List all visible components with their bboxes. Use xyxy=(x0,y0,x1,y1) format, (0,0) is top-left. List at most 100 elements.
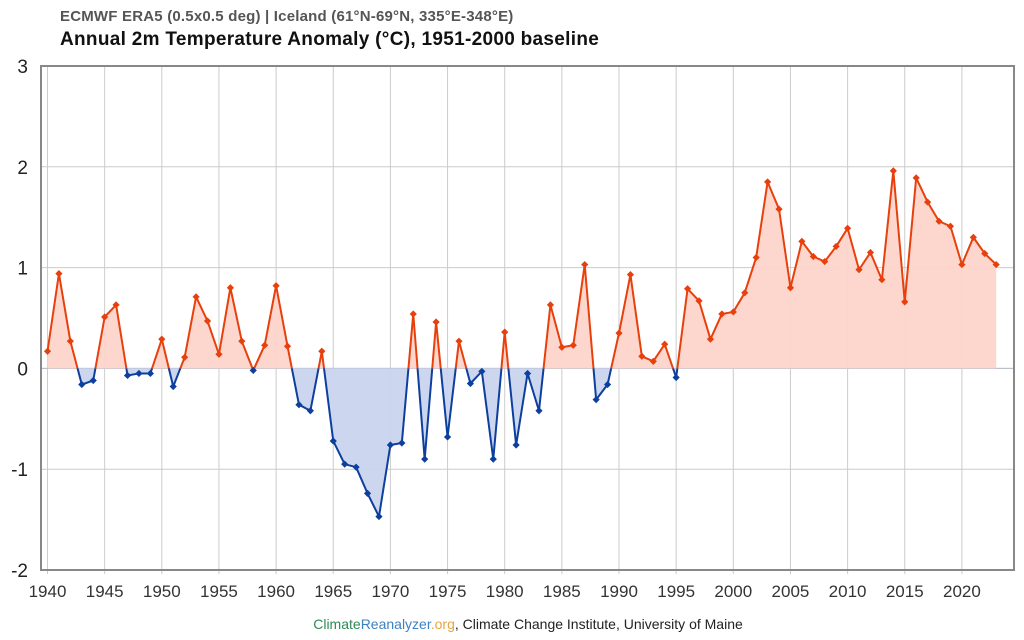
data-point xyxy=(158,335,166,343)
data-point xyxy=(192,293,200,301)
data-point xyxy=(569,341,577,349)
negative-area xyxy=(324,368,409,517)
x-tick-label: 1995 xyxy=(657,582,695,601)
x-tick-label: 1960 xyxy=(257,582,295,601)
data-point xyxy=(135,369,143,378)
data-point xyxy=(626,271,635,279)
y-tick-label: 2 xyxy=(17,158,28,179)
y-tick-label: 1 xyxy=(17,259,28,280)
data-point xyxy=(512,441,520,449)
data-point xyxy=(443,433,452,441)
data-point xyxy=(615,329,623,337)
data-point xyxy=(523,369,532,378)
data-point xyxy=(352,463,360,471)
data-point xyxy=(249,366,257,375)
area-fills xyxy=(47,170,997,517)
data-point xyxy=(501,328,509,336)
data-point xyxy=(112,301,120,309)
chart-title: Annual 2m Temperature Anomaly (°C), 1951… xyxy=(60,29,600,50)
data-point xyxy=(478,367,486,376)
data-point xyxy=(66,337,74,345)
data-point xyxy=(238,337,246,345)
data-point xyxy=(855,266,863,274)
data-point xyxy=(809,252,817,261)
data-point xyxy=(432,318,440,326)
data-point xyxy=(924,198,932,206)
footer-credit: ClimateReanalyzer.org, Climate Change In… xyxy=(0,616,1024,632)
data-point xyxy=(981,249,989,258)
footer-brand-org[interactable]: .org xyxy=(430,616,455,632)
x-tick-label: 2010 xyxy=(829,582,867,601)
data-point xyxy=(455,337,463,345)
data-point xyxy=(409,310,417,318)
footer-institution: , Climate Change Institute, University o… xyxy=(454,616,743,632)
x-tick-label: 1985 xyxy=(543,582,581,601)
y-tick-label: 0 xyxy=(17,359,28,380)
data-point xyxy=(786,284,795,292)
data-point xyxy=(123,371,132,380)
data-point xyxy=(306,407,314,415)
data-point xyxy=(295,401,303,409)
y-tick-label: -1 xyxy=(11,460,28,481)
x-tick-label: 2005 xyxy=(772,582,810,601)
positive-area xyxy=(152,339,169,369)
data-point xyxy=(363,489,372,497)
x-tick-label: 2020 xyxy=(943,582,981,601)
data-point xyxy=(558,343,566,351)
data-point xyxy=(89,376,97,385)
data-point xyxy=(866,248,875,257)
negative-area xyxy=(417,368,433,460)
positive-area xyxy=(47,273,78,369)
data-point xyxy=(203,317,212,325)
data-point xyxy=(901,298,909,306)
data-point xyxy=(466,379,475,388)
data-point xyxy=(706,335,715,343)
data-point xyxy=(592,396,600,404)
data-point xyxy=(649,357,657,365)
positive-line-segment xyxy=(179,286,254,369)
footer-brand-climate[interactable]: Climate xyxy=(313,616,361,632)
data-point xyxy=(889,167,897,175)
data-point xyxy=(535,407,543,415)
x-tick-label: 1990 xyxy=(600,582,638,601)
data-point xyxy=(946,222,955,230)
data-point xyxy=(261,341,269,349)
x-tick-label: 1980 xyxy=(486,582,524,601)
y-axis-ticks: -2 -1 0 1 2 3 xyxy=(11,57,28,582)
data-point xyxy=(912,174,920,182)
data-point xyxy=(581,260,589,269)
x-axis-ticks: 1940 1945 1950 1955 1960 1965 1970 1975 1980 1985… xyxy=(29,582,981,601)
data-point xyxy=(55,270,63,278)
data-point xyxy=(821,257,829,266)
data-point xyxy=(169,382,177,391)
data-point xyxy=(695,297,703,305)
data-point xyxy=(546,301,555,309)
x-tick-label: 2000 xyxy=(714,582,752,601)
data-point xyxy=(718,310,726,318)
negative-area xyxy=(466,368,502,460)
positive-line-segment xyxy=(46,272,79,369)
data-point xyxy=(661,340,669,348)
data-point xyxy=(935,217,943,225)
data-point xyxy=(421,455,429,463)
chart-subtitle: ECMWF ERA5 (0.5x0.5 deg) | Iceland (61°N… xyxy=(60,8,514,25)
data-point xyxy=(78,380,86,389)
data-point xyxy=(878,276,886,284)
data-point xyxy=(763,178,772,186)
data-points xyxy=(43,167,1000,521)
positive-area xyxy=(677,170,997,369)
plot-frame xyxy=(40,65,1015,571)
data-point xyxy=(489,455,497,463)
x-tick-label: 1965 xyxy=(314,582,352,601)
footer-brand-reanalyzer[interactable]: Reanalyzer xyxy=(360,616,431,632)
data-point xyxy=(752,253,760,262)
negative-area xyxy=(508,368,544,446)
data-point xyxy=(341,460,349,468)
data-point xyxy=(958,260,966,269)
negative-area xyxy=(440,368,456,437)
x-tick-label: 1945 xyxy=(86,582,124,601)
data-point xyxy=(101,313,109,321)
positive-area xyxy=(543,264,594,369)
negative-line-segment xyxy=(290,368,320,412)
